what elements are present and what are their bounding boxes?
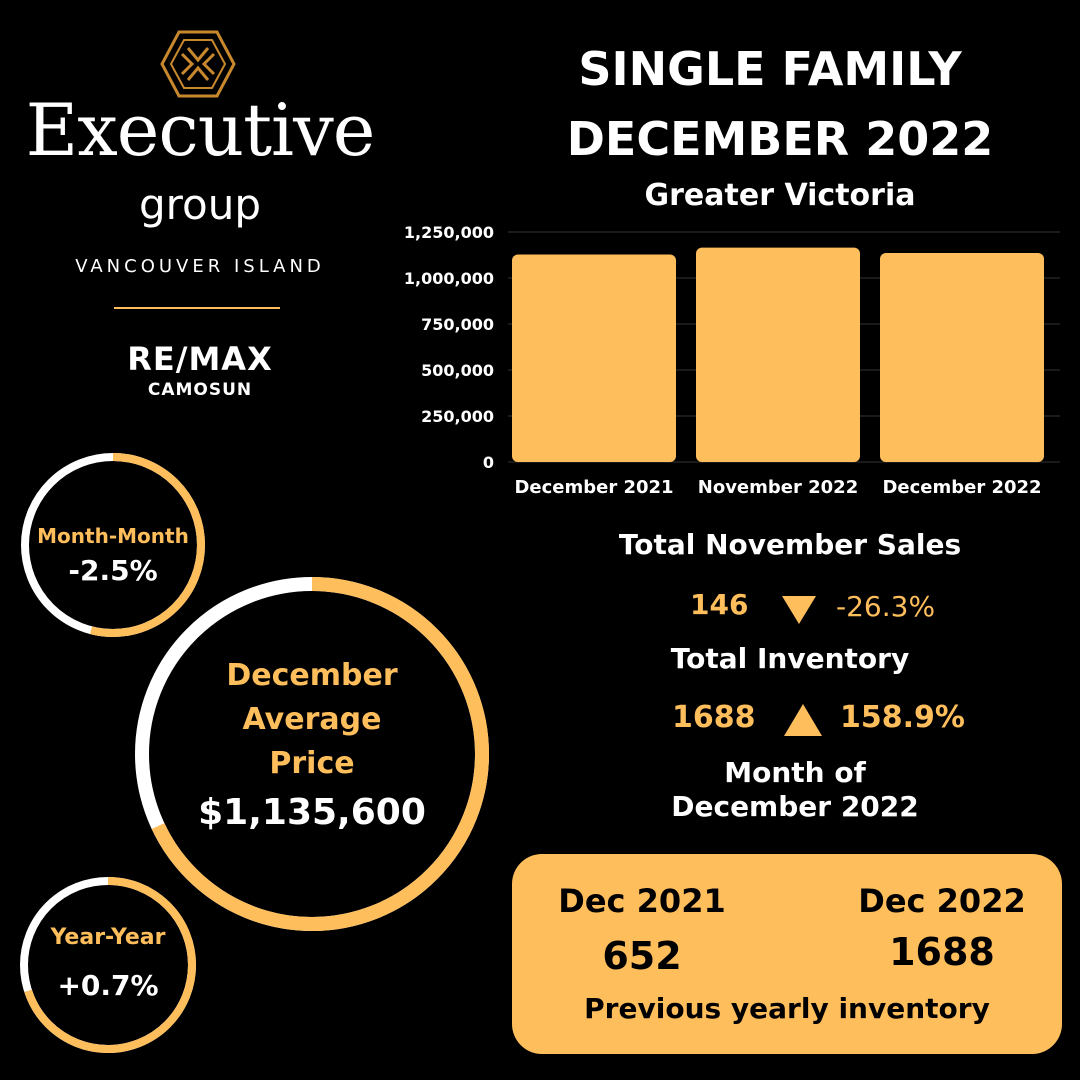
average-price-bar-chart: 0 250,000 500,000 750,000 1,000,000 1,250,000…	[380, 215, 1080, 505]
bar	[512, 254, 676, 462]
partner-logo: RE/MAX	[127, 340, 273, 378]
year-year-label: Year-Year	[50, 925, 166, 950]
x-tick-label: November 2022	[698, 477, 858, 498]
inventory-change: 158.9%	[840, 700, 965, 735]
bar	[880, 253, 1044, 462]
logo-divider	[114, 307, 280, 309]
previous-year-label: Dec 2021	[558, 882, 726, 920]
region-subtitle: Greater Victoria	[644, 178, 916, 213]
card-caption: Previous yearly inventory	[584, 992, 990, 1025]
current-year-value: 1688	[889, 930, 995, 974]
brand-name: Executive	[25, 88, 376, 172]
sales-change: -26.3%	[836, 590, 936, 623]
page-title-line2: DECEMBER 2022	[566, 112, 994, 166]
year-year-value: +0.7%	[57, 969, 159, 1002]
month-note-line1: Month of	[724, 756, 866, 789]
page-title-line1: SINGLE FAMILY	[578, 42, 962, 96]
average-line1: December	[226, 658, 398, 693]
y-tick-label: 500,000	[421, 361, 494, 380]
sales-title: Total November Sales	[618, 528, 962, 561]
yearly-inventory-card: Dec 2021 652 Dec 2022 1688 Previous year…	[512, 854, 1062, 1054]
month-month-label: Month-Month	[37, 524, 189, 548]
y-tick-label: 0	[483, 453, 494, 472]
brand-region: VANCOUVER ISLAND	[75, 256, 325, 277]
month-month-value: -2.5%	[68, 554, 158, 587]
x-tick-label: December 2021	[514, 477, 673, 498]
triangle-up-icon	[784, 704, 822, 740]
y-tick-label: 1,250,000	[404, 223, 494, 242]
previous-year-value: 652	[602, 934, 682, 978]
month-note-line2: December 2022	[671, 790, 919, 823]
inventory-title: Total Inventory	[670, 642, 910, 675]
average-price-ring: December Average Price $1,135,600	[132, 574, 492, 934]
y-tick-label: 1,000,000	[404, 269, 494, 288]
average-price-value: $1,135,600	[198, 792, 426, 833]
hexagon-monogram-icon	[160, 30, 236, 98]
average-line3: Price	[269, 746, 355, 781]
inventory-count: 1688	[672, 700, 756, 735]
average-line2: Average	[242, 702, 382, 737]
y-tick-label: 250,000	[421, 407, 494, 426]
year-year-ring: Year-Year +0.7%	[18, 875, 198, 1055]
bar	[696, 247, 860, 462]
sales-stat-row: 146 -26.3%	[690, 588, 990, 632]
partner-sublabel: CAMOSUN	[147, 380, 253, 400]
current-year-label: Dec 2022	[858, 882, 1026, 920]
x-tick-label: December 2022	[882, 477, 1041, 498]
sales-count: 146	[690, 588, 749, 621]
brand-subname: group	[139, 180, 261, 229]
month-month-ring: Month-Month -2.5%	[18, 450, 208, 640]
inventory-stat-row: 1688 158.9%	[672, 700, 992, 744]
triangle-down-icon	[782, 596, 816, 628]
y-tick-label: 750,000	[421, 315, 494, 334]
